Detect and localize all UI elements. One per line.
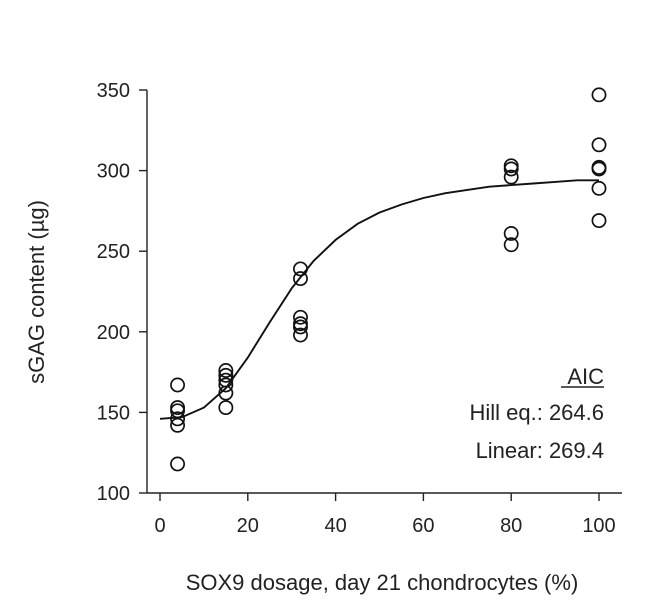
data-point (218, 377, 234, 393)
x-tick-label: 20 (237, 515, 259, 537)
data-point (591, 87, 607, 103)
x-tick-label: 100 (582, 515, 615, 537)
data-point (218, 363, 234, 378)
y-axis: 100 150 200 250 300 350 (97, 80, 148, 505)
data-point (591, 137, 607, 153)
y-tick-label: 150 (97, 402, 130, 424)
y-axis-title: sGAG content (µg) (24, 200, 49, 384)
data-point (503, 169, 519, 185)
data-point (591, 180, 607, 196)
y-tick-label: 250 (97, 241, 130, 263)
hill-fit-curve (159, 179, 599, 420)
aic-hill-value: Hill eq.: 264.6 (469, 400, 604, 425)
data-point (591, 161, 607, 177)
aic-annotation: AIC Hill eq.: 264.6 Linear: 269.4 (469, 364, 604, 463)
aic-heading: AIC (567, 364, 604, 389)
data-points (170, 87, 607, 472)
data-point (293, 327, 308, 343)
data-point (591, 213, 607, 229)
x-axis-title: SOX9 dosage, day 21 chondrocytes (%) (186, 570, 579, 595)
y-tick-label: 100 (97, 483, 130, 505)
x-tick-label: 60 (412, 515, 434, 537)
data-point (293, 319, 308, 335)
data-point (218, 367, 234, 383)
data-point (503, 237, 519, 253)
x-tick-label: 0 (154, 515, 165, 537)
data-point (170, 456, 186, 472)
data-point (293, 271, 308, 287)
data-point (170, 411, 186, 427)
data-point (170, 417, 186, 433)
aic-linear-value: Linear: 269.4 (476, 438, 604, 463)
data-point (218, 385, 234, 401)
data-point (170, 377, 186, 393)
x-axis: 0 20 40 60 80 100 (147, 492, 622, 537)
x-tick-label: 40 (324, 515, 346, 537)
data-point (293, 309, 308, 325)
y-tick-label: 300 (97, 161, 130, 183)
data-point (503, 226, 519, 241)
x-tick-label: 80 (500, 515, 522, 537)
y-tick-label: 350 (97, 80, 130, 102)
data-point (218, 400, 234, 416)
data-point (293, 261, 308, 277)
data-point (503, 161, 519, 177)
y-tick-label: 200 (97, 322, 130, 344)
data-point (170, 403, 186, 419)
